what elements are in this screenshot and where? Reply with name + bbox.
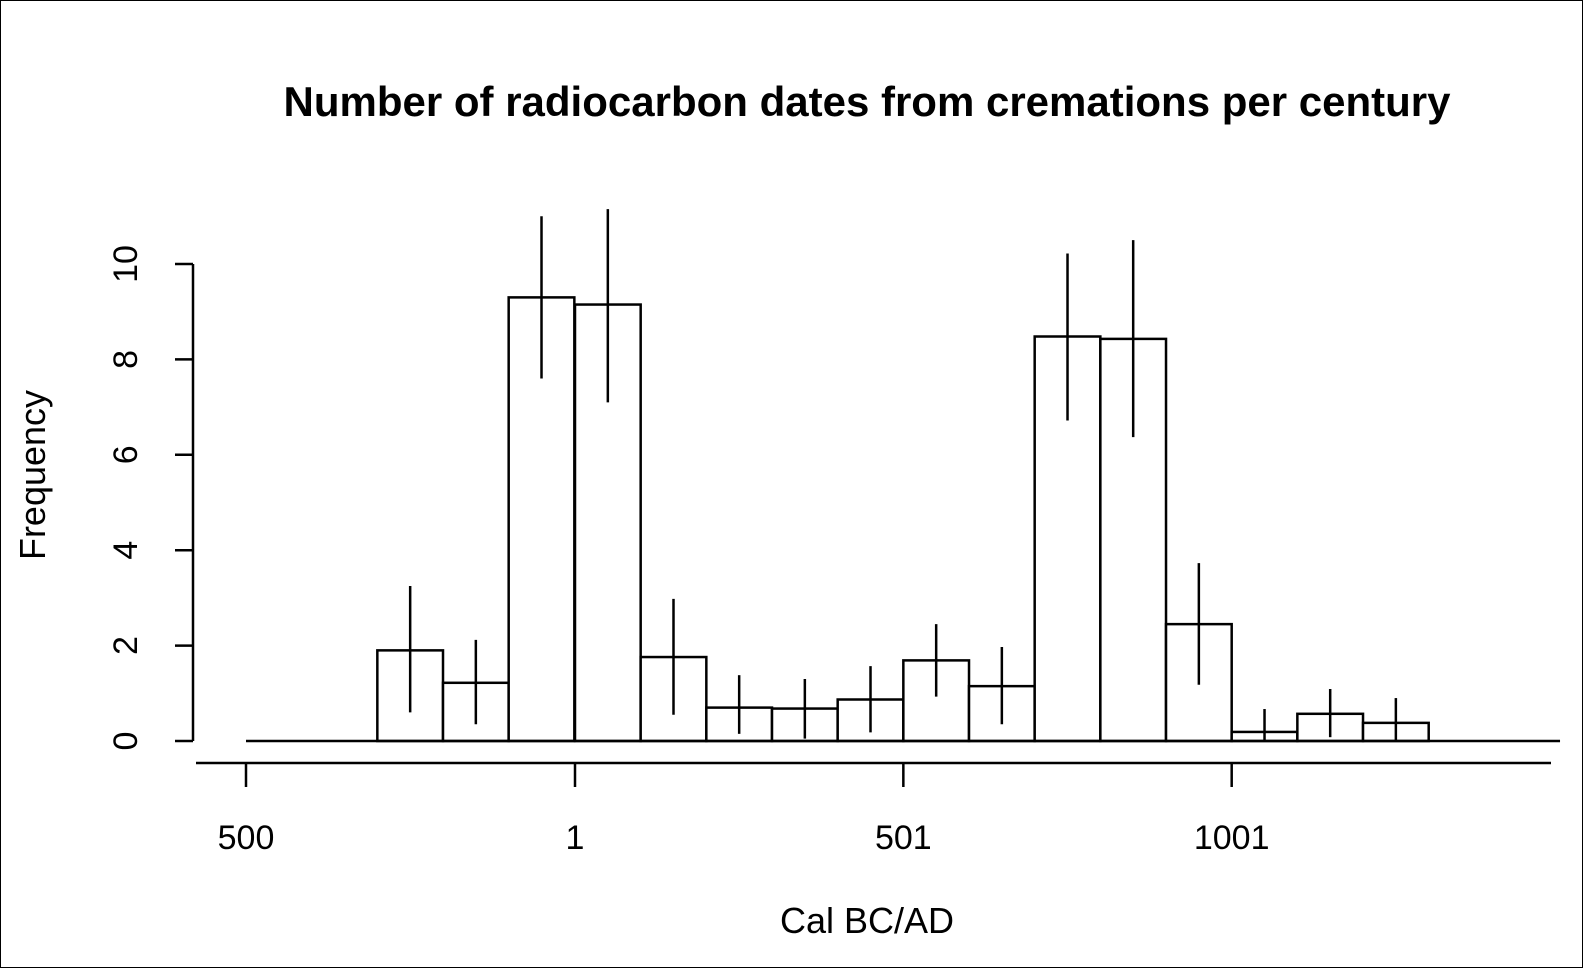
x-axis: 500 1 501 1001 (196, 761, 1551, 857)
y-tick-label-5: 10 (107, 245, 145, 283)
x-tick-label-1: 1 (566, 819, 585, 857)
chart-title: Number of radiocarbon dates from cremati… (284, 78, 1452, 125)
x-tick-label-2: 501 (875, 819, 932, 857)
plot-area (246, 209, 1561, 743)
x-tick-label-3: 1001 (1194, 819, 1270, 857)
x-tick-label-0: 500 (218, 819, 275, 857)
x-axis-label: Cal BC/AD (780, 900, 954, 941)
y-tick-label-4: 8 (107, 350, 145, 369)
y-axis: 0 2 4 6 8 10 (107, 245, 195, 751)
y-tick-label-0: 0 (107, 732, 145, 751)
y-tick-label-1: 2 (107, 636, 145, 655)
y-axis-label: Frequency (12, 390, 53, 560)
y-tick-label-2: 4 (107, 541, 145, 560)
y-tick-label-3: 6 (107, 445, 145, 464)
